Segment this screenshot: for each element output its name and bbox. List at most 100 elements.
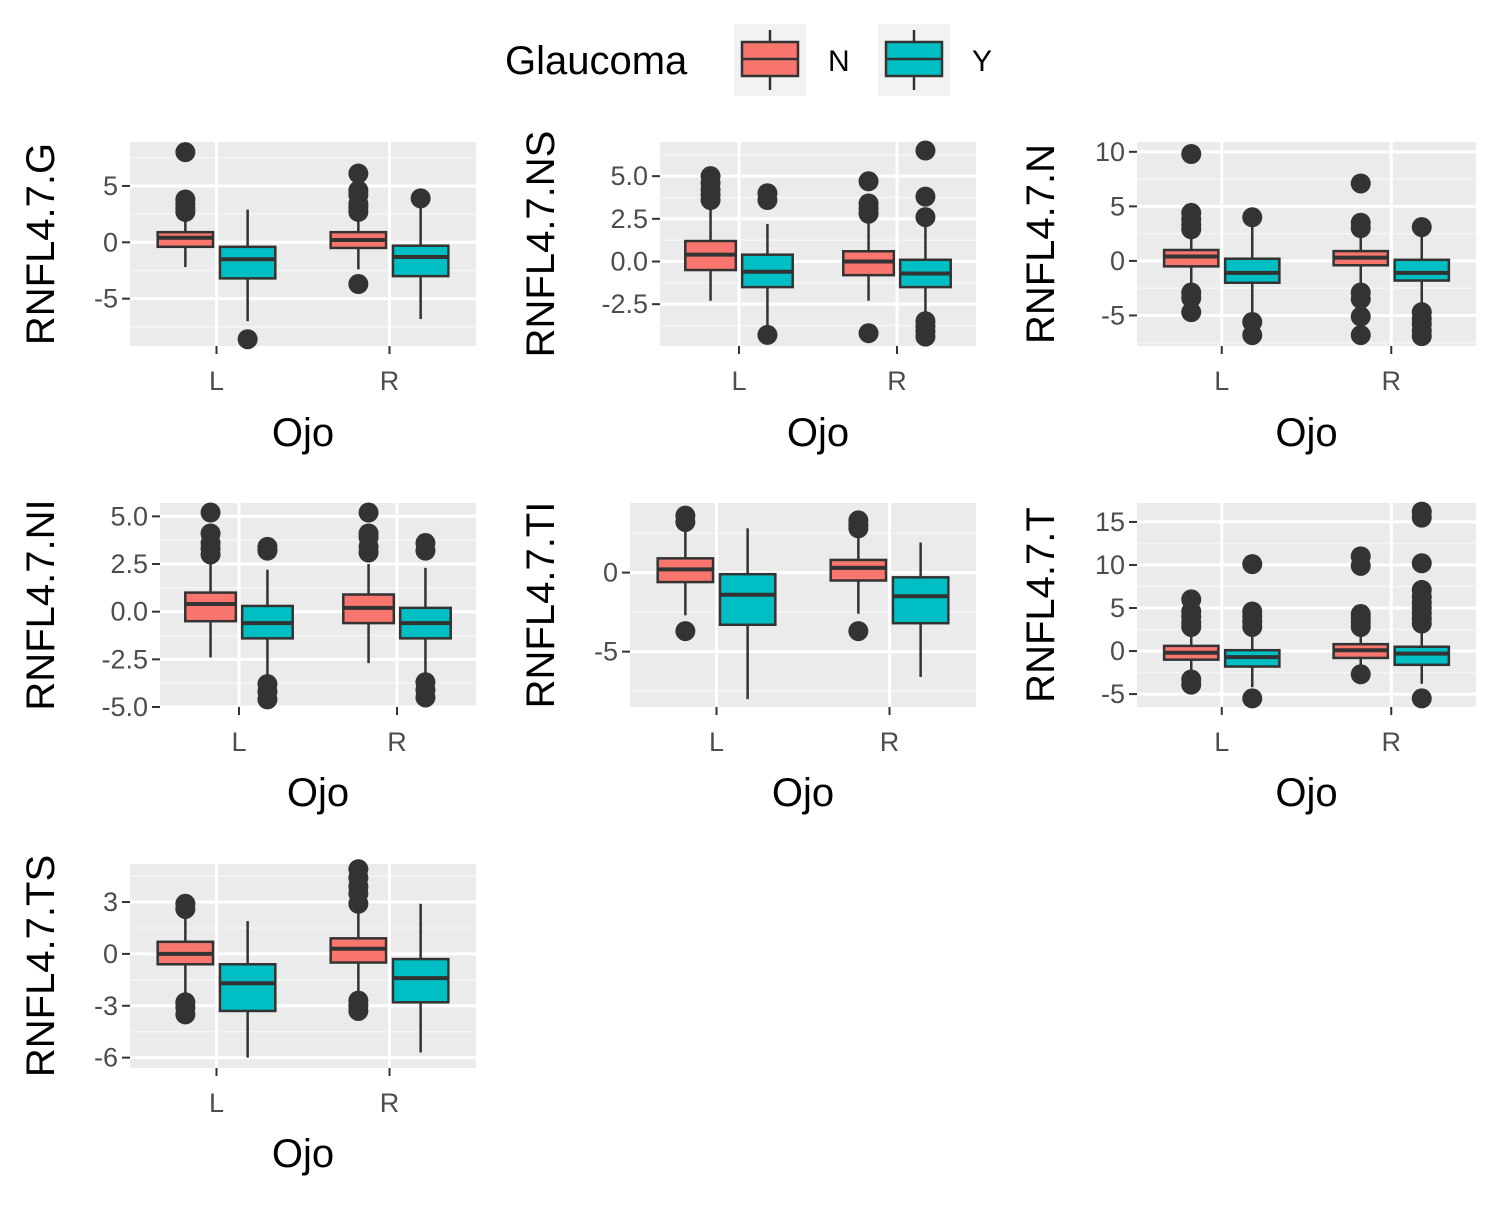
outlier-point <box>348 990 369 1011</box>
y-tick-label: 15 <box>1095 507 1125 537</box>
outlier-point <box>1411 302 1432 323</box>
outlier-point <box>1181 669 1202 690</box>
outlier-point <box>348 859 369 880</box>
y-tick-label: 0 <box>103 939 118 969</box>
box-l-n <box>1162 589 1220 695</box>
x-tick-label: L <box>1214 727 1229 757</box>
y-tick-label: 5.0 <box>610 161 648 191</box>
panel-7: -6 -3 0 3 L R Ojo RNFL4.7.TS <box>19 855 476 1176</box>
outlier-point <box>1242 312 1263 332</box>
box-iqr <box>1393 258 1451 282</box>
y-tick-label: -5 <box>1101 679 1125 709</box>
outlier-point <box>348 163 369 184</box>
legend-item-n: N <box>734 24 850 96</box>
legend-label-y: Y <box>972 45 992 78</box>
x-axis-title: Ojo <box>772 771 834 815</box>
box-r-y <box>391 188 450 319</box>
y-axis-title: RNFL4.7.TS <box>19 855 63 1077</box>
legend: Glaucoma N Y <box>505 24 992 96</box>
panels: -5 0 5 L R Ojo RNFL4.7.G -2.5 0.0 2.5 5.0 L R Ojo RNFL… <box>19 131 1476 1176</box>
panel-3: -5 0 5 10 L R Ojo RNFL4.7.N <box>1019 137 1476 455</box>
y-tick-label: -2.5 <box>601 289 648 319</box>
outlier-point <box>1411 688 1432 709</box>
outlier-point <box>1411 553 1432 574</box>
x-axis-title: Ojo <box>787 411 849 455</box>
y-tick-label: 0 <box>1110 246 1125 276</box>
panel-6: -5 0 5 10 15 L R Ojo RNFL4.7.T <box>1019 501 1476 815</box>
outlier-point <box>175 893 196 914</box>
y-tick-label: 2.5 <box>610 204 648 234</box>
x-axis-title: Ojo <box>1275 411 1337 455</box>
x-tick-label: L <box>231 727 246 757</box>
outlier-point <box>848 621 869 642</box>
panel-2: -2.5 0.0 2.5 5.0 L R Ojo RNFL4.7.NS <box>519 131 976 455</box>
y-tick-label: 0.0 <box>110 597 148 627</box>
y-tick-label: -6 <box>94 1043 118 1073</box>
outlier-point <box>757 183 778 204</box>
outlier-point <box>175 189 196 210</box>
box-r-n <box>329 163 388 295</box>
outlier-point <box>1242 688 1263 709</box>
y-axis-title: RNFL4.7.TI <box>519 502 563 709</box>
y-tick-label: -5 <box>594 637 618 667</box>
y-axis-title: RNFL4.7.T <box>1019 507 1063 703</box>
x-tick-label: R <box>1382 727 1402 757</box>
x-axis-title: Ojo <box>272 411 334 455</box>
box-r-n <box>842 171 896 344</box>
outlier-point <box>1411 217 1432 238</box>
x-tick-label: L <box>209 366 224 396</box>
outlier-point <box>858 323 879 344</box>
outlier-point <box>1350 604 1371 625</box>
x-tick-label: L <box>209 1088 224 1118</box>
outlier-point <box>757 324 778 345</box>
outlier-point <box>700 166 721 187</box>
outlier-point <box>175 142 196 163</box>
box-r-y <box>1393 217 1451 347</box>
y-tick-label: -3 <box>94 991 118 1021</box>
outlier-point <box>358 502 379 523</box>
y-tick-label: 5.0 <box>110 501 148 531</box>
x-tick-label: R <box>880 727 900 757</box>
box-l-y <box>218 209 277 350</box>
y-axis-title: RNFL4.7.NS <box>519 131 563 358</box>
outlier-point <box>1242 207 1263 228</box>
box-r-n <box>342 502 396 664</box>
box-l-n <box>184 502 238 658</box>
outlier-point <box>915 140 936 161</box>
box-l-y <box>218 921 277 1058</box>
y-tick-label: -5.0 <box>101 692 148 722</box>
outlier-point <box>915 207 936 228</box>
x-tick-label: R <box>887 366 907 396</box>
outlier-point <box>915 186 936 207</box>
y-tick-label: -2.5 <box>101 644 148 674</box>
box-iqr <box>218 245 277 280</box>
x-tick-label: R <box>380 1088 400 1118</box>
x-tick-label: L <box>1214 366 1229 396</box>
panel-1: -5 0 5 L R Ojo RNFL4.7.G <box>19 142 476 455</box>
outlier-point <box>1350 325 1371 346</box>
outlier-point <box>348 274 369 295</box>
outlier-point <box>1411 501 1432 522</box>
y-tick-label: 5 <box>1110 593 1125 623</box>
outlier-point <box>358 523 379 544</box>
y-tick-label: 2.5 <box>110 549 148 579</box>
box-iqr <box>391 957 450 1004</box>
box-r-y <box>398 533 452 708</box>
box-l-y <box>740 183 794 345</box>
outlier-point <box>1242 554 1263 575</box>
y-tick-label: 0 <box>603 558 618 588</box>
box-iqr <box>891 576 950 625</box>
outlier-point <box>410 188 431 209</box>
outlier-point <box>1350 306 1371 327</box>
y-tick-label: 3 <box>103 887 118 917</box>
box-iqr <box>184 591 238 623</box>
x-tick-label: R <box>387 727 407 757</box>
box-l-n <box>684 166 738 301</box>
x-axis-title: Ojo <box>272 1132 334 1176</box>
outlier-point <box>257 536 278 557</box>
outlier-point <box>200 502 221 523</box>
box-r-n <box>1332 546 1390 685</box>
box-l-n <box>656 505 715 642</box>
box-iqr <box>218 963 277 1013</box>
